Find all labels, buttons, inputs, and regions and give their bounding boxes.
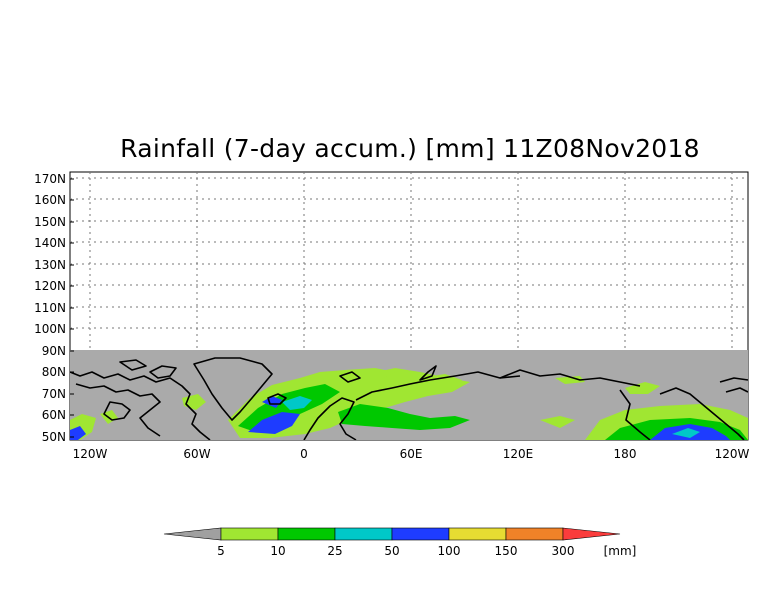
y-axis: 50N 60N 70N 80N 90N 100N 110N 120N 130N … (34, 172, 66, 444)
colorbar-labels: 5 10 25 50 100 150 300 [mm] (217, 544, 636, 558)
x-tick-label: 120E (503, 447, 534, 461)
colorbar-label: 25 (327, 544, 342, 558)
colorbar-segment (220, 527, 279, 541)
colorbar-unit: [mm] (604, 544, 637, 558)
y-tick-label: 90N (42, 344, 66, 358)
coastlines (69, 357, 749, 441)
y-tick-label: 70N (42, 387, 66, 401)
y-tick-label: 170N (34, 172, 66, 186)
colorbar-segment (505, 527, 564, 541)
y-tick-label: 120N (34, 279, 66, 293)
y-tick-label: 60N (42, 408, 66, 422)
colorbar-segment (391, 527, 450, 541)
y-tick-label: 80N (42, 365, 66, 379)
x-axis: 120W 60W 0 60E 120E 180 120W (73, 447, 750, 461)
x-tick-label: 60E (400, 447, 423, 461)
x-tick-label: 120W (73, 447, 108, 461)
colorbar-label: 10 (270, 544, 285, 558)
colorbar-label: 100 (438, 544, 461, 558)
y-tick-label: 100N (34, 322, 66, 336)
y-tick-label: 130N (34, 258, 66, 272)
x-tick-label: 120W (715, 447, 750, 461)
x-tick-label: 60W (183, 447, 210, 461)
x-tick-label: 180 (614, 447, 637, 461)
x-tick-label: 0 (300, 447, 308, 461)
colorbar (163, 527, 621, 541)
y-tick-label: 50N (42, 430, 66, 444)
y-ticks (70, 178, 74, 438)
colorbar-label: 300 (552, 544, 575, 558)
y-tick-label: 110N (34, 301, 66, 315)
colorbar-segment (277, 527, 336, 541)
colorbar-segment (448, 527, 507, 541)
latitude-gridlines (70, 177, 748, 329)
y-tick-label: 150N (34, 215, 66, 229)
map-title: Rainfall (7-day accum.) [mm] 11Z08Nov201… (120, 134, 700, 163)
colorbar-segment (562, 527, 621, 541)
colorbar-label: 5 (217, 544, 225, 558)
y-tick-label: 140N (34, 236, 66, 250)
colorbar-segment (163, 527, 222, 541)
colorbar-segment (334, 527, 393, 541)
colorbar-label: 50 (384, 544, 399, 558)
colorbar-label: 150 (495, 544, 518, 558)
y-tick-label: 160N (34, 193, 66, 207)
